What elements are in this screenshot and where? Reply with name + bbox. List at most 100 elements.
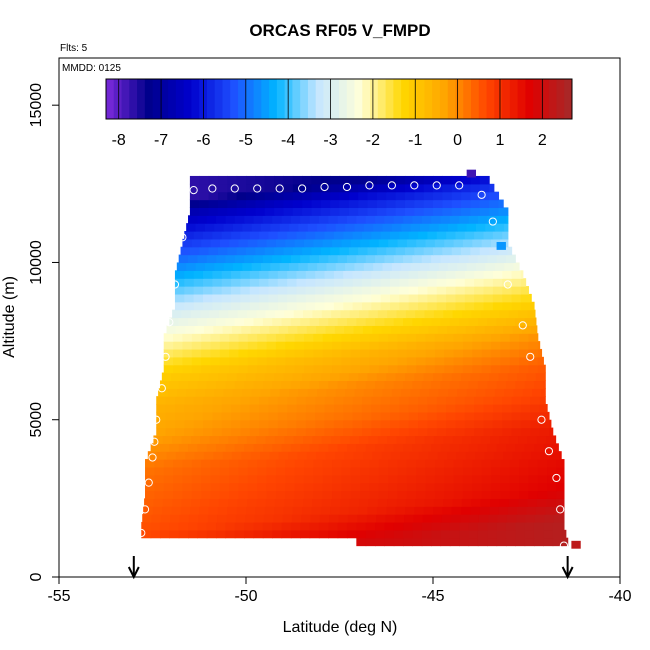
heatmap-cell — [403, 443, 414, 452]
heatmap-cell — [436, 404, 447, 413]
heatmap-cell — [386, 506, 397, 515]
colorbar-segment — [238, 79, 247, 119]
colorbar-segment — [276, 79, 286, 119]
heatmap-cell — [461, 183, 471, 193]
heatmap-cell — [318, 380, 329, 389]
flight-marker — [137, 528, 146, 538]
heatmap-cell — [352, 301, 363, 311]
heatmap-cell — [494, 388, 505, 397]
heatmap-cell — [421, 529, 432, 539]
heatmap-cell — [418, 411, 428, 421]
colorbar-tick-label: -8 — [112, 132, 126, 149]
heatmap-cell — [266, 348, 277, 358]
heatmap-cell — [367, 506, 378, 515]
heatmap-cell — [436, 270, 447, 279]
heatmap-cell — [208, 506, 219, 515]
heatmap-cell — [474, 396, 485, 405]
heatmap-cell — [477, 380, 488, 389]
heatmap-cell — [539, 404, 548, 413]
heatmap-cell — [406, 238, 417, 248]
heatmap-cell — [481, 333, 492, 342]
heatmap-cell — [320, 506, 331, 515]
heatmap-cell — [312, 309, 323, 319]
heatmap-cell — [543, 380, 546, 389]
colorbar-segment — [556, 79, 565, 119]
heatmap-cell — [219, 466, 230, 476]
heatmap-cell — [547, 466, 558, 476]
colorbar-tick-label: -1 — [408, 132, 422, 149]
heatmap-cell — [474, 231, 485, 240]
heatmap-cell — [496, 254, 507, 264]
heatmap-cell — [296, 404, 307, 413]
heatmap-cell — [217, 514, 227, 523]
heatmap-cell — [405, 498, 416, 507]
heatmap-cell — [309, 380, 320, 389]
heatmap-cell — [264, 506, 275, 515]
heatmap-cell — [206, 317, 217, 326]
heatmap-cell — [193, 404, 204, 413]
heatmap-cell — [281, 317, 292, 326]
heatmap-cell — [537, 459, 548, 468]
colorbar-segment — [447, 79, 456, 119]
heatmap-cell — [371, 278, 382, 287]
heatmap-cell — [260, 388, 271, 397]
heatmap-cell — [421, 443, 432, 452]
heatmap-cell — [264, 246, 275, 256]
heatmap-cell — [455, 278, 466, 287]
heatmap-cell — [182, 238, 193, 248]
heatmap-cell — [449, 215, 460, 224]
heatmap-cell — [453, 474, 464, 484]
heatmap-cell — [337, 254, 348, 264]
heatmap-cell — [376, 246, 387, 256]
heatmap-cell — [294, 333, 305, 342]
heatmap-cell — [232, 262, 243, 271]
heatmap-cell — [498, 207, 509, 216]
heatmap-cell — [381, 325, 392, 334]
heatmap-cell — [300, 254, 311, 264]
heatmap-cell — [300, 529, 311, 539]
heatmap-cell — [399, 231, 410, 240]
colorbar-tick-label: -4 — [281, 132, 295, 149]
heatmap-cell — [296, 278, 307, 287]
heatmap-cell — [371, 270, 382, 279]
heatmap-cell — [184, 231, 195, 240]
heatmap-cell — [229, 364, 240, 374]
heatmap-cell — [283, 246, 294, 256]
heatmap-cell — [285, 459, 296, 468]
heatmap-cell — [412, 537, 423, 547]
heatmap-cell — [443, 435, 454, 444]
heatmap-cell — [274, 191, 284, 201]
heatmap-cell — [249, 427, 260, 437]
heatmap-cell — [537, 341, 541, 350]
heatmap-cell — [229, 238, 240, 248]
heatmap-cell — [404, 191, 415, 201]
heatmap-cell — [274, 498, 285, 507]
colorbar-segment — [121, 79, 130, 119]
heatmap-cell — [176, 388, 187, 397]
heatmap-cell — [474, 278, 485, 287]
heatmap-cell — [470, 506, 481, 515]
heatmap-cell — [330, 183, 341, 193]
heatmap-cell — [490, 466, 501, 476]
heatmap-cell — [352, 411, 363, 421]
heatmap-cell — [313, 356, 324, 366]
heatmap-cell — [470, 191, 481, 201]
heatmap-cell — [174, 278, 185, 287]
heatmap-cell — [505, 215, 509, 224]
heatmap-cell — [427, 396, 438, 405]
heatmap-cell — [275, 348, 286, 358]
heatmap-cell — [287, 419, 298, 429]
x-tick-label: -50 — [234, 588, 257, 605]
heatmap-cell — [181, 309, 192, 319]
heatmap-cell — [562, 521, 565, 531]
heatmap-cell — [410, 223, 421, 232]
heatmap-cell — [172, 435, 183, 444]
heatmap-cell — [318, 521, 329, 531]
colorbar-tick-label: -7 — [154, 132, 168, 149]
heatmap-cell — [487, 521, 498, 531]
heatmap-cell — [522, 388, 533, 397]
heatmap-cell — [363, 223, 374, 232]
heatmap-cell — [416, 356, 427, 366]
heatmap-cell — [145, 482, 155, 492]
heatmap-cell — [227, 372, 238, 382]
